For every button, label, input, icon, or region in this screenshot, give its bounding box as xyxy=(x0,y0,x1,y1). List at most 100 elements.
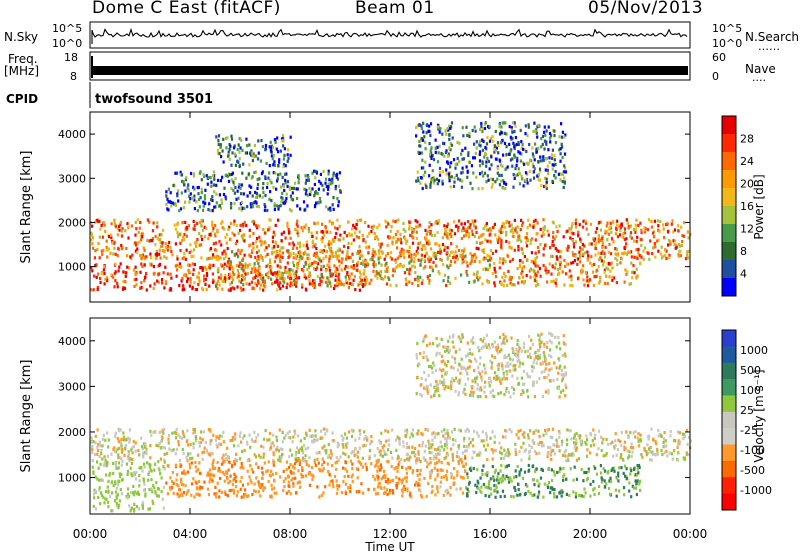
range-cell xyxy=(351,467,354,471)
range-cell xyxy=(127,450,130,454)
range-cell xyxy=(315,246,318,251)
range-cell xyxy=(446,160,449,164)
range-cell xyxy=(623,227,627,231)
range-cell xyxy=(534,129,537,133)
range-cell xyxy=(214,485,217,489)
range-cell xyxy=(577,230,580,234)
range-cell xyxy=(444,129,447,133)
range-cell xyxy=(113,222,116,226)
range-cell xyxy=(400,241,403,245)
range-cell xyxy=(597,447,600,451)
range-cell xyxy=(485,160,488,164)
range-cell xyxy=(169,272,172,276)
range-cell xyxy=(490,177,493,181)
range-cell xyxy=(562,185,565,189)
range-cell xyxy=(105,239,108,243)
range-cell xyxy=(429,148,432,153)
range-cell xyxy=(516,238,519,242)
range-cell xyxy=(331,431,334,435)
range-cell xyxy=(514,442,517,446)
range-cell xyxy=(100,493,103,497)
range-cell xyxy=(110,222,113,226)
range-cell xyxy=(210,184,213,188)
range-cell xyxy=(133,278,136,282)
range-cell xyxy=(682,221,686,225)
range-cell xyxy=(162,228,165,232)
range-cell xyxy=(404,277,407,281)
range-cell xyxy=(184,220,187,224)
range-cell xyxy=(509,229,512,233)
range-cell xyxy=(549,446,552,450)
range-cell xyxy=(420,281,424,285)
range-cell xyxy=(450,229,453,233)
range-cell xyxy=(385,261,388,265)
range-cell xyxy=(204,440,207,445)
range-cell xyxy=(279,265,282,270)
range-cell xyxy=(612,221,615,225)
range-cell xyxy=(466,175,469,179)
range-cell xyxy=(678,440,681,444)
range-cell xyxy=(472,171,475,175)
range-cell xyxy=(128,494,131,499)
range-cell xyxy=(482,267,485,271)
range-cell xyxy=(126,265,129,269)
range-cell xyxy=(262,455,265,459)
range-cell xyxy=(511,157,514,161)
range-cell xyxy=(192,248,196,252)
range-cell xyxy=(259,276,262,280)
range-cell xyxy=(148,488,151,492)
range-cell xyxy=(529,275,532,279)
range-cell xyxy=(473,224,476,228)
range-cell xyxy=(115,501,118,506)
range-cell xyxy=(265,161,268,165)
range-cell xyxy=(632,263,635,268)
range-cell xyxy=(196,275,199,279)
range-cell xyxy=(519,428,522,433)
range-cell xyxy=(482,227,485,231)
range-cell xyxy=(358,245,361,249)
range-cell xyxy=(559,255,562,259)
range-cell xyxy=(504,182,508,186)
range-cell xyxy=(387,438,390,442)
range-cell xyxy=(418,472,422,476)
range-cell xyxy=(258,235,261,239)
range-cell xyxy=(645,449,648,454)
range-cell xyxy=(511,164,514,168)
range-cell xyxy=(491,251,494,255)
range-cell xyxy=(178,209,181,213)
range-cell xyxy=(221,251,224,255)
range-cell xyxy=(397,454,400,458)
range-cell xyxy=(321,457,324,461)
range-cell xyxy=(584,219,587,223)
range-cell xyxy=(432,175,435,180)
range-cell xyxy=(345,278,348,282)
range-cell xyxy=(295,446,299,450)
range-cell xyxy=(248,234,251,238)
range-cell xyxy=(179,463,182,467)
range-cell xyxy=(460,185,463,189)
range-cell xyxy=(666,454,669,458)
range-cell xyxy=(320,493,323,497)
range-cell xyxy=(379,468,382,472)
range-cell xyxy=(587,467,590,471)
range-cell xyxy=(201,438,204,442)
range-cell xyxy=(436,177,439,181)
range-cell xyxy=(153,282,156,286)
range-cell xyxy=(465,445,468,449)
range-cell xyxy=(425,494,428,498)
range-cell xyxy=(461,257,464,261)
range-cell xyxy=(196,222,199,226)
range-cell xyxy=(189,243,192,247)
range-cell xyxy=(389,235,392,239)
range-cell xyxy=(485,180,488,184)
range-cell xyxy=(233,253,236,257)
range-cell xyxy=(396,465,399,469)
y-tick-label: 2000 xyxy=(58,216,86,229)
range-cell xyxy=(593,486,596,491)
range-cell xyxy=(419,275,422,279)
range-cell xyxy=(514,230,517,234)
range-cell xyxy=(103,501,106,505)
range-cell xyxy=(422,130,425,134)
range-cell xyxy=(398,439,401,443)
range-cell xyxy=(442,493,445,497)
